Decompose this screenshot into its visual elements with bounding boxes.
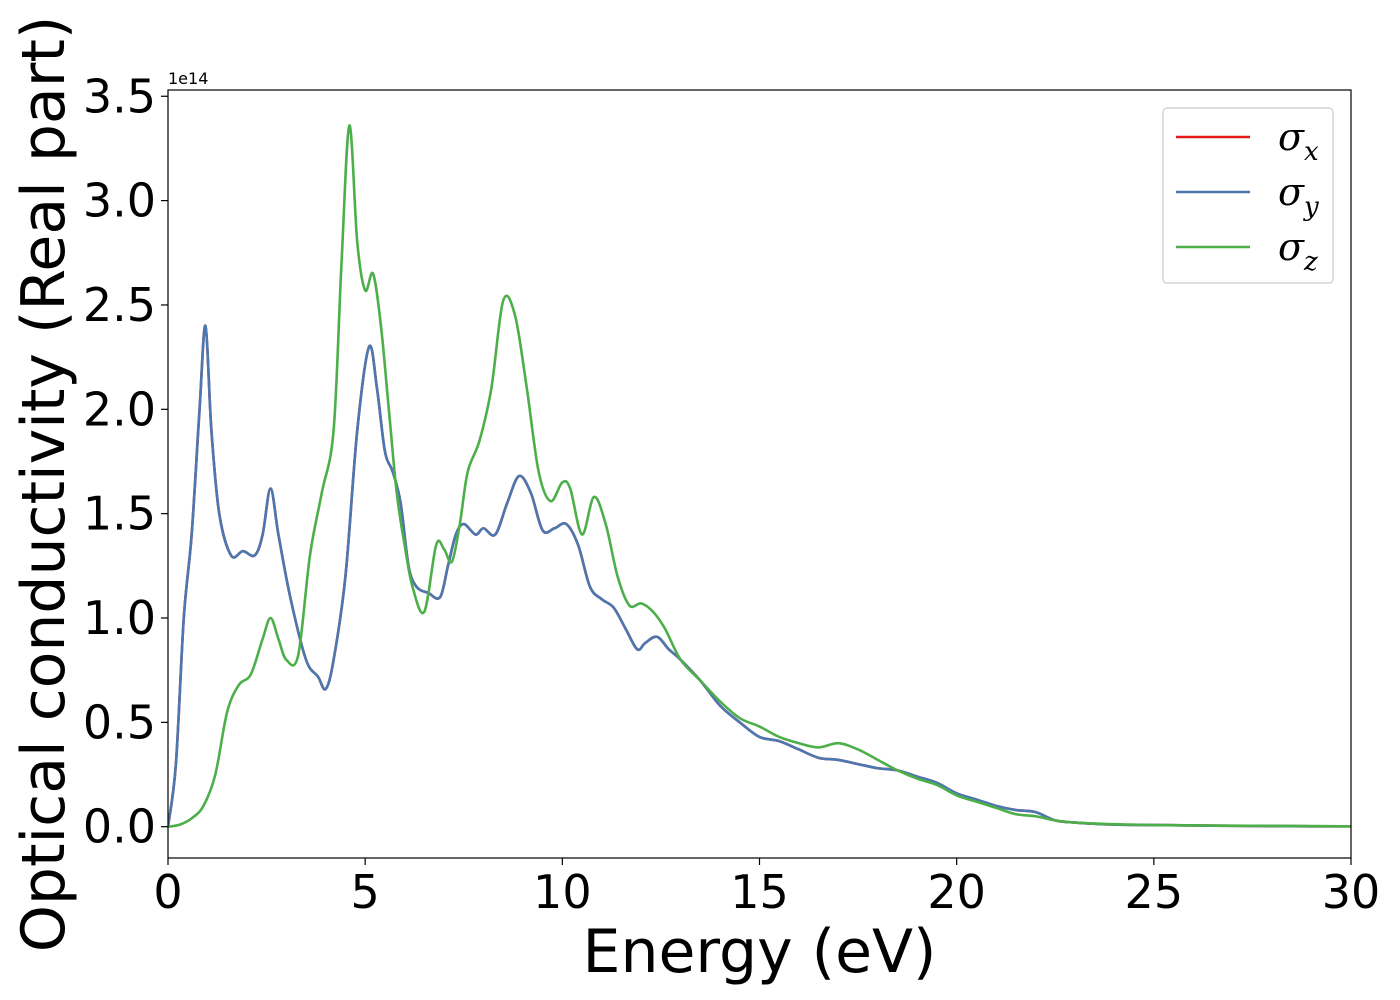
y-axis-label: Optical conductivity (Real part) — [9, 16, 79, 953]
y-tick-label: 2.5 — [83, 278, 156, 332]
y-offset-label: 1e14 — [168, 69, 208, 88]
legend-label-x: σx — [1278, 115, 1319, 167]
y-tick-label: 3.0 — [83, 174, 156, 228]
x-tick-label: 20 — [927, 865, 986, 919]
x-tick-label: 5 — [351, 865, 380, 919]
series-layer — [168, 124, 1351, 828]
series-line-z — [168, 124, 1351, 828]
x-tick-label: 0 — [153, 865, 182, 919]
x-tick-label: 30 — [1322, 865, 1381, 919]
series-line-y — [168, 324, 1351, 828]
legend-label-z: σz — [1278, 225, 1318, 277]
x-axis: 0 5 10 15 20 25 30 — [153, 858, 1380, 919]
y-tick-label: 3.5 — [83, 69, 156, 123]
x-tick-label: 25 — [1125, 865, 1184, 919]
y-tick-label: 1.5 — [83, 487, 156, 541]
y-tick-label: 1.0 — [83, 591, 156, 645]
y-axis: 0.0 0.5 1.0 1.5 2.0 2.5 3.0 3.5 — [83, 69, 168, 854]
y-tick-label: 2.0 — [83, 382, 156, 436]
x-tick-label: 10 — [533, 865, 592, 919]
x-tick-label: 15 — [730, 865, 789, 919]
x-axis-label: Energy (eV) — [583, 917, 937, 987]
legend-label-y: σy — [1278, 170, 1319, 222]
y-tick-label: 0.5 — [83, 695, 156, 749]
y-tick-label: 0.0 — [83, 800, 156, 854]
legend-box — [1162, 107, 1334, 284]
